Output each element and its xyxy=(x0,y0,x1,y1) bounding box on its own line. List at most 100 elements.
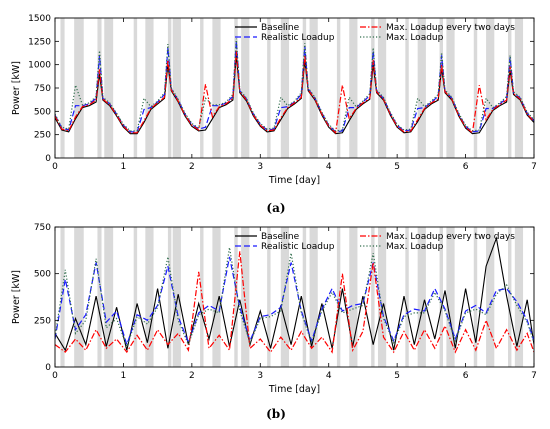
shaded-interval xyxy=(336,227,341,367)
y-tick-label: 0 xyxy=(45,363,51,373)
shaded-interval xyxy=(514,18,524,158)
y-tick-label: 250 xyxy=(34,131,51,141)
series-line-max-loadup-every-two-days xyxy=(55,251,534,354)
shaded-intervals xyxy=(60,227,524,367)
y-tick-label: 1000 xyxy=(28,61,51,71)
series-group xyxy=(55,236,534,354)
shaded-interval xyxy=(309,18,318,158)
shaded-interval xyxy=(377,227,387,367)
x-tick-label: 1 xyxy=(121,371,127,381)
shaded-interval xyxy=(446,227,455,367)
shaded-interval xyxy=(133,227,138,367)
shaded-interval xyxy=(74,227,84,367)
legend-label: Realistic Loadup xyxy=(261,33,335,43)
shaded-interval xyxy=(172,227,181,367)
series-line-max-loadup xyxy=(55,247,534,349)
legend-label: Max. Loadup xyxy=(386,33,444,43)
shaded-interval xyxy=(377,18,387,158)
shaded-interval xyxy=(167,18,172,158)
x-axis-label: Time [day] xyxy=(268,175,320,186)
series-line-max-loadup-every-two-days xyxy=(55,50,534,135)
shaded-interval xyxy=(172,18,181,158)
shaded-interval xyxy=(371,18,375,158)
y-tick-label: 250 xyxy=(34,316,51,326)
shaded-interval xyxy=(439,18,443,158)
x-tick-label: 3 xyxy=(257,371,263,381)
shaded-interval xyxy=(145,18,154,158)
shaded-interval xyxy=(234,227,238,367)
y-tick-label: 750 xyxy=(34,84,51,94)
legend-label: Baseline xyxy=(261,232,300,242)
x-tick-label: 0 xyxy=(52,162,58,172)
shaded-interval xyxy=(507,18,512,158)
shaded-interval xyxy=(473,227,478,367)
shaded-interval xyxy=(405,18,409,158)
shaded-interval xyxy=(507,227,512,367)
shaded-intervals xyxy=(60,18,524,158)
shaded-interval xyxy=(439,227,443,367)
series-line-baseline xyxy=(55,236,534,352)
shaded-interval xyxy=(267,18,271,158)
shaded-interval xyxy=(514,227,524,367)
series-line-realistic-loadup xyxy=(55,256,534,347)
shaded-interval xyxy=(371,227,375,367)
x-tick-label: 7 xyxy=(531,162,537,172)
shaded-interval xyxy=(97,18,102,158)
shaded-interval xyxy=(405,227,409,367)
legend-label: Realistic Loadup xyxy=(261,242,335,252)
y-tick-label: 500 xyxy=(34,107,51,117)
shaded-interval xyxy=(309,227,318,367)
y-tick-label: 750 xyxy=(34,223,51,233)
x-tick-label: 2 xyxy=(189,371,195,381)
shaded-interval xyxy=(60,18,65,158)
y-axis-label: Power [kW] xyxy=(11,270,22,324)
x-tick-label: 0 xyxy=(52,371,58,381)
shaded-interval xyxy=(302,227,307,367)
y-tick-label: 1250 xyxy=(28,37,51,47)
plot-frame xyxy=(54,226,535,368)
shaded-interval xyxy=(486,227,495,367)
x-tick-label: 2 xyxy=(189,162,195,172)
x-tick-label: 3 xyxy=(257,162,263,172)
shaded-interval xyxy=(417,227,426,367)
shaded-interval xyxy=(267,227,271,367)
shaded-interval xyxy=(167,227,172,367)
y-axis-label: Power [kW] xyxy=(11,61,22,115)
x-tick-label: 5 xyxy=(394,371,400,381)
shaded-interval xyxy=(212,18,221,158)
shaded-interval xyxy=(349,227,358,367)
legend-label: Max. Loadup every two days xyxy=(386,232,515,242)
shaded-interval xyxy=(302,18,307,158)
shaded-interval xyxy=(145,227,154,367)
shaded-interval xyxy=(241,227,250,367)
series-line-realistic-loadup xyxy=(55,41,534,133)
shaded-interval xyxy=(60,227,65,367)
shaded-interval xyxy=(280,227,290,367)
legend-label: Max. Loadup xyxy=(386,242,444,252)
legend-label: Baseline xyxy=(261,23,300,33)
shaded-interval xyxy=(349,18,358,158)
caption-b: (b) xyxy=(266,407,286,421)
x-tick-label: 1 xyxy=(121,162,127,172)
shaded-interval xyxy=(104,18,114,158)
shaded-interval xyxy=(74,18,84,158)
shaded-interval xyxy=(336,18,341,158)
caption-a: (a) xyxy=(266,201,285,215)
shaded-interval xyxy=(473,18,478,158)
series-group xyxy=(55,38,534,135)
shaded-interval xyxy=(486,18,495,158)
y-tick-label: 500 xyxy=(34,270,51,280)
x-tick-label: 6 xyxy=(463,162,469,172)
shaded-interval xyxy=(234,18,238,158)
x-tick-label: 4 xyxy=(326,371,332,381)
shaded-interval xyxy=(280,18,290,158)
shaded-interval xyxy=(446,18,455,158)
y-tick-label: 0 xyxy=(45,154,51,164)
shaded-interval xyxy=(212,227,221,367)
shaded-interval xyxy=(417,18,426,158)
y-tick-label: 1500 xyxy=(28,14,51,24)
shaded-interval xyxy=(200,18,204,158)
